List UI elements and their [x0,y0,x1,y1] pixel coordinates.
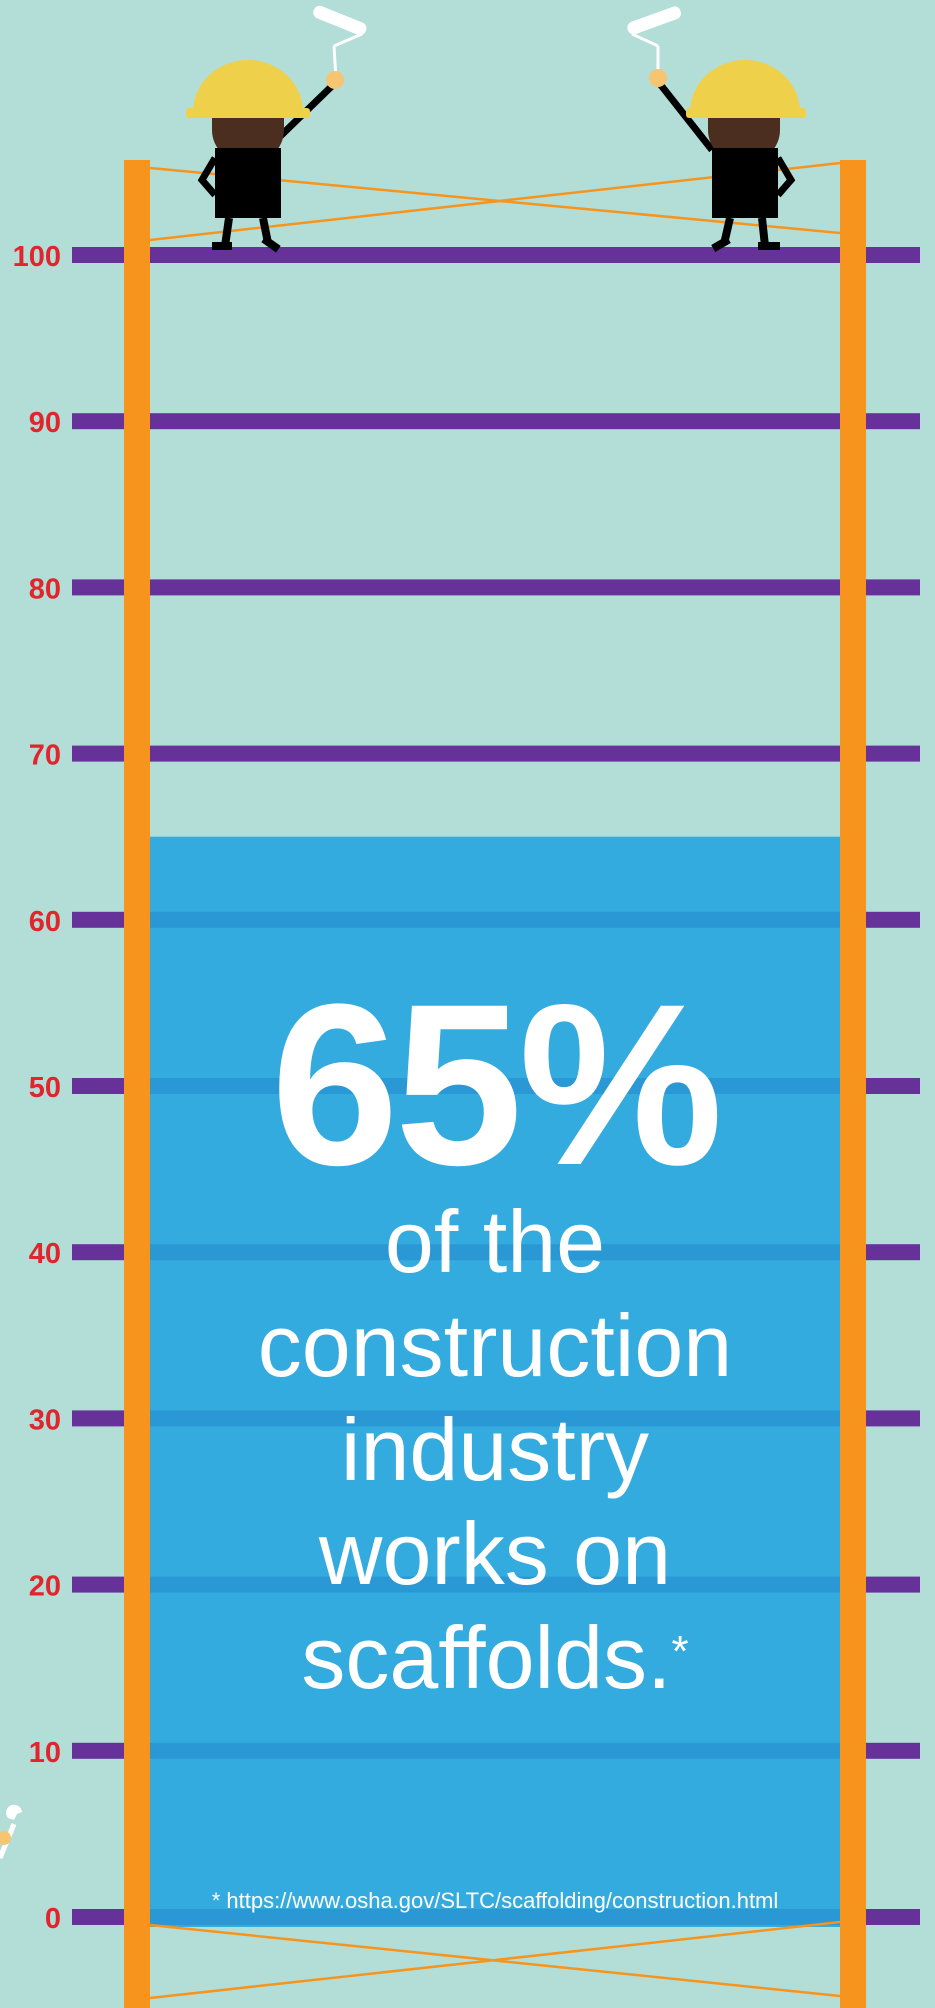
caption-line-5: scaffolds.* [150,1606,840,1710]
rung-90 [72,413,920,430]
y-tick-label: 80 [29,573,61,605]
headline-value: 65% [270,956,723,1213]
left-post [124,160,150,2008]
submerged-rung-30 [150,1410,840,1427]
rung-80 [72,579,920,596]
y-tick-label: 30 [29,1404,61,1436]
rung-70 [72,745,920,762]
wrench-icon [0,1804,22,1859]
y-tick-label: 50 [29,1072,61,1104]
y-tick-label: 10 [29,1737,61,1769]
footnote: * https://www.osha.gov/SLTC/scaffolding/… [211,1888,779,1913]
caption-line-5-text: scaffolds. [301,1608,672,1707]
right-post [840,160,866,2008]
y-tick-label: 20 [29,1571,61,1603]
headline-caption: of the construction industry works on sc… [150,1190,840,1710]
rung-100 [72,247,920,263]
y-tick-label: 70 [29,740,61,772]
y-tick-label: 100 [13,241,61,273]
submerged-rung-40 [150,1244,840,1261]
submerged-rung-0 [150,1909,840,1925]
worker-right-icon [627,6,806,252]
y-tick-label: 40 [29,1238,61,1270]
footnote-marker: * [671,1627,689,1676]
submerged-rung-20 [150,1576,840,1593]
caption-line-3: industry [340,1400,650,1499]
worker-left-icon [186,5,367,253]
y-tick-label: 0 [45,1903,61,1935]
caption-line-2: construction [257,1296,733,1395]
caption-line-4: works on [318,1504,672,1603]
caption-line-1: of the [384,1192,606,1291]
y-tick-label: 90 [29,407,61,439]
submerged-rung-60 [150,911,840,928]
submerged-rung-10 [150,1742,840,1759]
paint-roller-icon [627,6,682,87]
paint-roller-icon [313,5,367,89]
y-tick-label: 60 [29,906,61,938]
submerged-rung-50 [150,1078,840,1094]
y-tick-labels: 0 10 20 30 40 50 60 70 80 90 100 [13,241,61,1935]
submerged-rungs [150,911,840,1925]
